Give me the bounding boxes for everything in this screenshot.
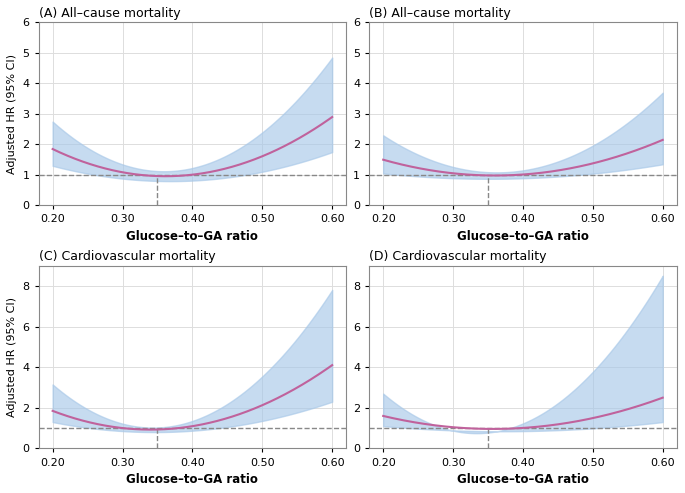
Text: (D) Cardiovascular mortality: (D) Cardiovascular mortality [369,250,547,263]
Y-axis label: Adjusted HR (95% CI): Adjusted HR (95% CI) [7,297,17,417]
Text: (C) Cardiovascular mortality: (C) Cardiovascular mortality [38,250,215,263]
X-axis label: Glucose–to–GA ratio: Glucose–to–GA ratio [457,230,589,243]
Text: (A) All–cause mortality: (A) All–cause mortality [38,7,180,20]
X-axis label: Glucose–to–GA ratio: Glucose–to–GA ratio [457,473,589,486]
X-axis label: Glucose–to–GA ratio: Glucose–to–GA ratio [127,230,258,243]
Text: (B) All–cause mortality: (B) All–cause mortality [369,7,511,20]
Y-axis label: Adjusted HR (95% CI): Adjusted HR (95% CI) [7,54,17,174]
X-axis label: Glucose–to–GA ratio: Glucose–to–GA ratio [127,473,258,486]
